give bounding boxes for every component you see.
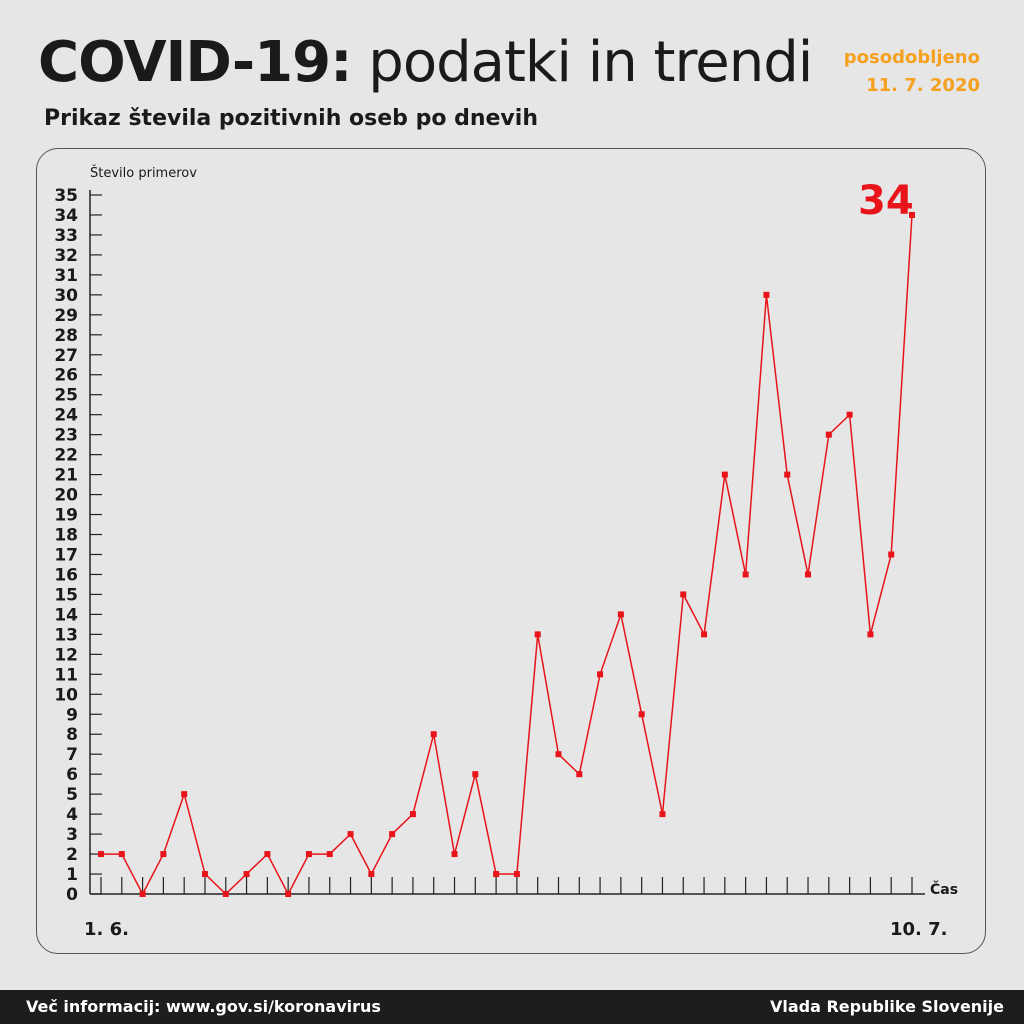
data-point bbox=[659, 811, 666, 818]
data-point bbox=[680, 591, 687, 598]
y-tick-label: 12 bbox=[54, 645, 78, 665]
data-point bbox=[472, 771, 479, 778]
data-point bbox=[534, 631, 541, 638]
y-tick-label: 29 bbox=[54, 306, 78, 326]
y-tick-label: 9 bbox=[66, 705, 78, 725]
footer-info: Več informacij: www.gov.si/koronavirus bbox=[26, 997, 381, 1016]
data-point bbox=[805, 571, 812, 578]
y-tick-label: 13 bbox=[54, 625, 78, 645]
data-point bbox=[160, 851, 167, 858]
y-tick-label: 24 bbox=[54, 406, 78, 426]
updated-info: posodobljeno 11. 7. 2020 bbox=[844, 44, 980, 100]
y-tick-label: 34 bbox=[54, 206, 78, 226]
data-point bbox=[721, 471, 728, 478]
data-point bbox=[222, 891, 229, 897]
y-tick-label: 31 bbox=[54, 266, 78, 286]
data-point bbox=[867, 631, 874, 638]
footer-source: Vlada Republike Slovenije bbox=[769, 997, 1004, 1016]
data-point bbox=[368, 871, 375, 878]
data-point bbox=[701, 631, 708, 638]
y-tick-label: 6 bbox=[66, 765, 78, 785]
y-tick-label: 23 bbox=[54, 426, 78, 446]
data-point bbox=[347, 831, 354, 838]
y-tick-label: 10 bbox=[54, 685, 78, 705]
data-point bbox=[305, 851, 312, 858]
y-tick-label: 19 bbox=[54, 506, 78, 526]
y-tick-label: 26 bbox=[54, 366, 78, 386]
data-point bbox=[846, 411, 853, 418]
y-tick-label: 11 bbox=[54, 665, 78, 685]
data-point bbox=[825, 431, 832, 438]
y-tick-label: 18 bbox=[54, 526, 78, 546]
x-end-label: 10. 7. bbox=[890, 919, 948, 940]
data-point bbox=[285, 891, 292, 897]
series-line bbox=[101, 214, 913, 896]
chart-panel bbox=[36, 148, 986, 954]
x-axis-label: Čas bbox=[930, 880, 958, 898]
y-tick-label: 35 bbox=[54, 186, 78, 206]
y-tick-label: 27 bbox=[54, 346, 78, 366]
y-tick-label: 0 bbox=[66, 885, 78, 905]
y-tick-label: 14 bbox=[54, 605, 78, 625]
data-point bbox=[742, 571, 749, 578]
data-point bbox=[576, 771, 583, 778]
data-point bbox=[597, 671, 604, 678]
data-point bbox=[909, 211, 915, 218]
y-tick-label: 21 bbox=[54, 466, 78, 486]
chart-subtitle: Prikaz števila pozitivnih oseb po dnevih bbox=[44, 106, 538, 131]
data-point bbox=[617, 611, 624, 618]
updated-date: 11. 7. 2020 bbox=[866, 75, 980, 96]
data-point bbox=[98, 851, 104, 858]
data-point bbox=[784, 471, 791, 478]
y-tick-label: 22 bbox=[54, 446, 78, 466]
data-point bbox=[389, 831, 396, 838]
y-tick-label: 8 bbox=[66, 725, 78, 745]
y-tick-label: 5 bbox=[66, 785, 78, 805]
y-tick-label: 30 bbox=[54, 286, 78, 306]
data-point bbox=[201, 871, 208, 878]
y-tick-label: 32 bbox=[54, 246, 78, 266]
last-value-label: 34 bbox=[858, 178, 914, 224]
data-point bbox=[326, 851, 333, 858]
data-point bbox=[451, 851, 458, 858]
y-tick-label: 16 bbox=[54, 565, 78, 585]
y-tick-label: 28 bbox=[54, 326, 78, 346]
data-point bbox=[430, 731, 437, 738]
data-point bbox=[118, 851, 125, 858]
data-point bbox=[139, 891, 146, 897]
data-point bbox=[638, 711, 645, 718]
y-tick-label: 2 bbox=[66, 845, 78, 865]
data-point bbox=[409, 811, 416, 818]
data-point bbox=[888, 551, 895, 558]
data-point bbox=[243, 871, 250, 878]
data-point bbox=[181, 791, 188, 798]
footer: Več informacij: www.gov.si/koronavirus V… bbox=[0, 990, 1024, 1024]
title-bold: COVID-19: bbox=[38, 30, 352, 95]
data-point bbox=[763, 291, 770, 298]
y-axis-label: Število primerov bbox=[90, 165, 197, 181]
page-title: COVID-19: podatki in trendi bbox=[38, 30, 813, 96]
data-point bbox=[513, 871, 520, 878]
data-point bbox=[264, 851, 271, 858]
y-tick-label: 15 bbox=[54, 585, 78, 605]
y-tick-label: 20 bbox=[54, 486, 78, 506]
y-tick-label: 25 bbox=[54, 386, 78, 406]
data-point bbox=[555, 751, 562, 758]
updated-label: posodobljeno bbox=[843, 47, 980, 68]
y-tick-label: 33 bbox=[54, 226, 78, 246]
y-tick-label: 1 bbox=[66, 865, 78, 885]
y-tick-label: 7 bbox=[66, 745, 78, 765]
x-start-label: 1. 6. bbox=[84, 919, 129, 940]
y-tick-label: 3 bbox=[66, 825, 78, 845]
y-tick-label: 4 bbox=[66, 805, 78, 825]
title-light: podatki in trendi bbox=[368, 30, 813, 95]
data-point bbox=[493, 871, 500, 878]
y-tick-label: 17 bbox=[54, 545, 78, 565]
